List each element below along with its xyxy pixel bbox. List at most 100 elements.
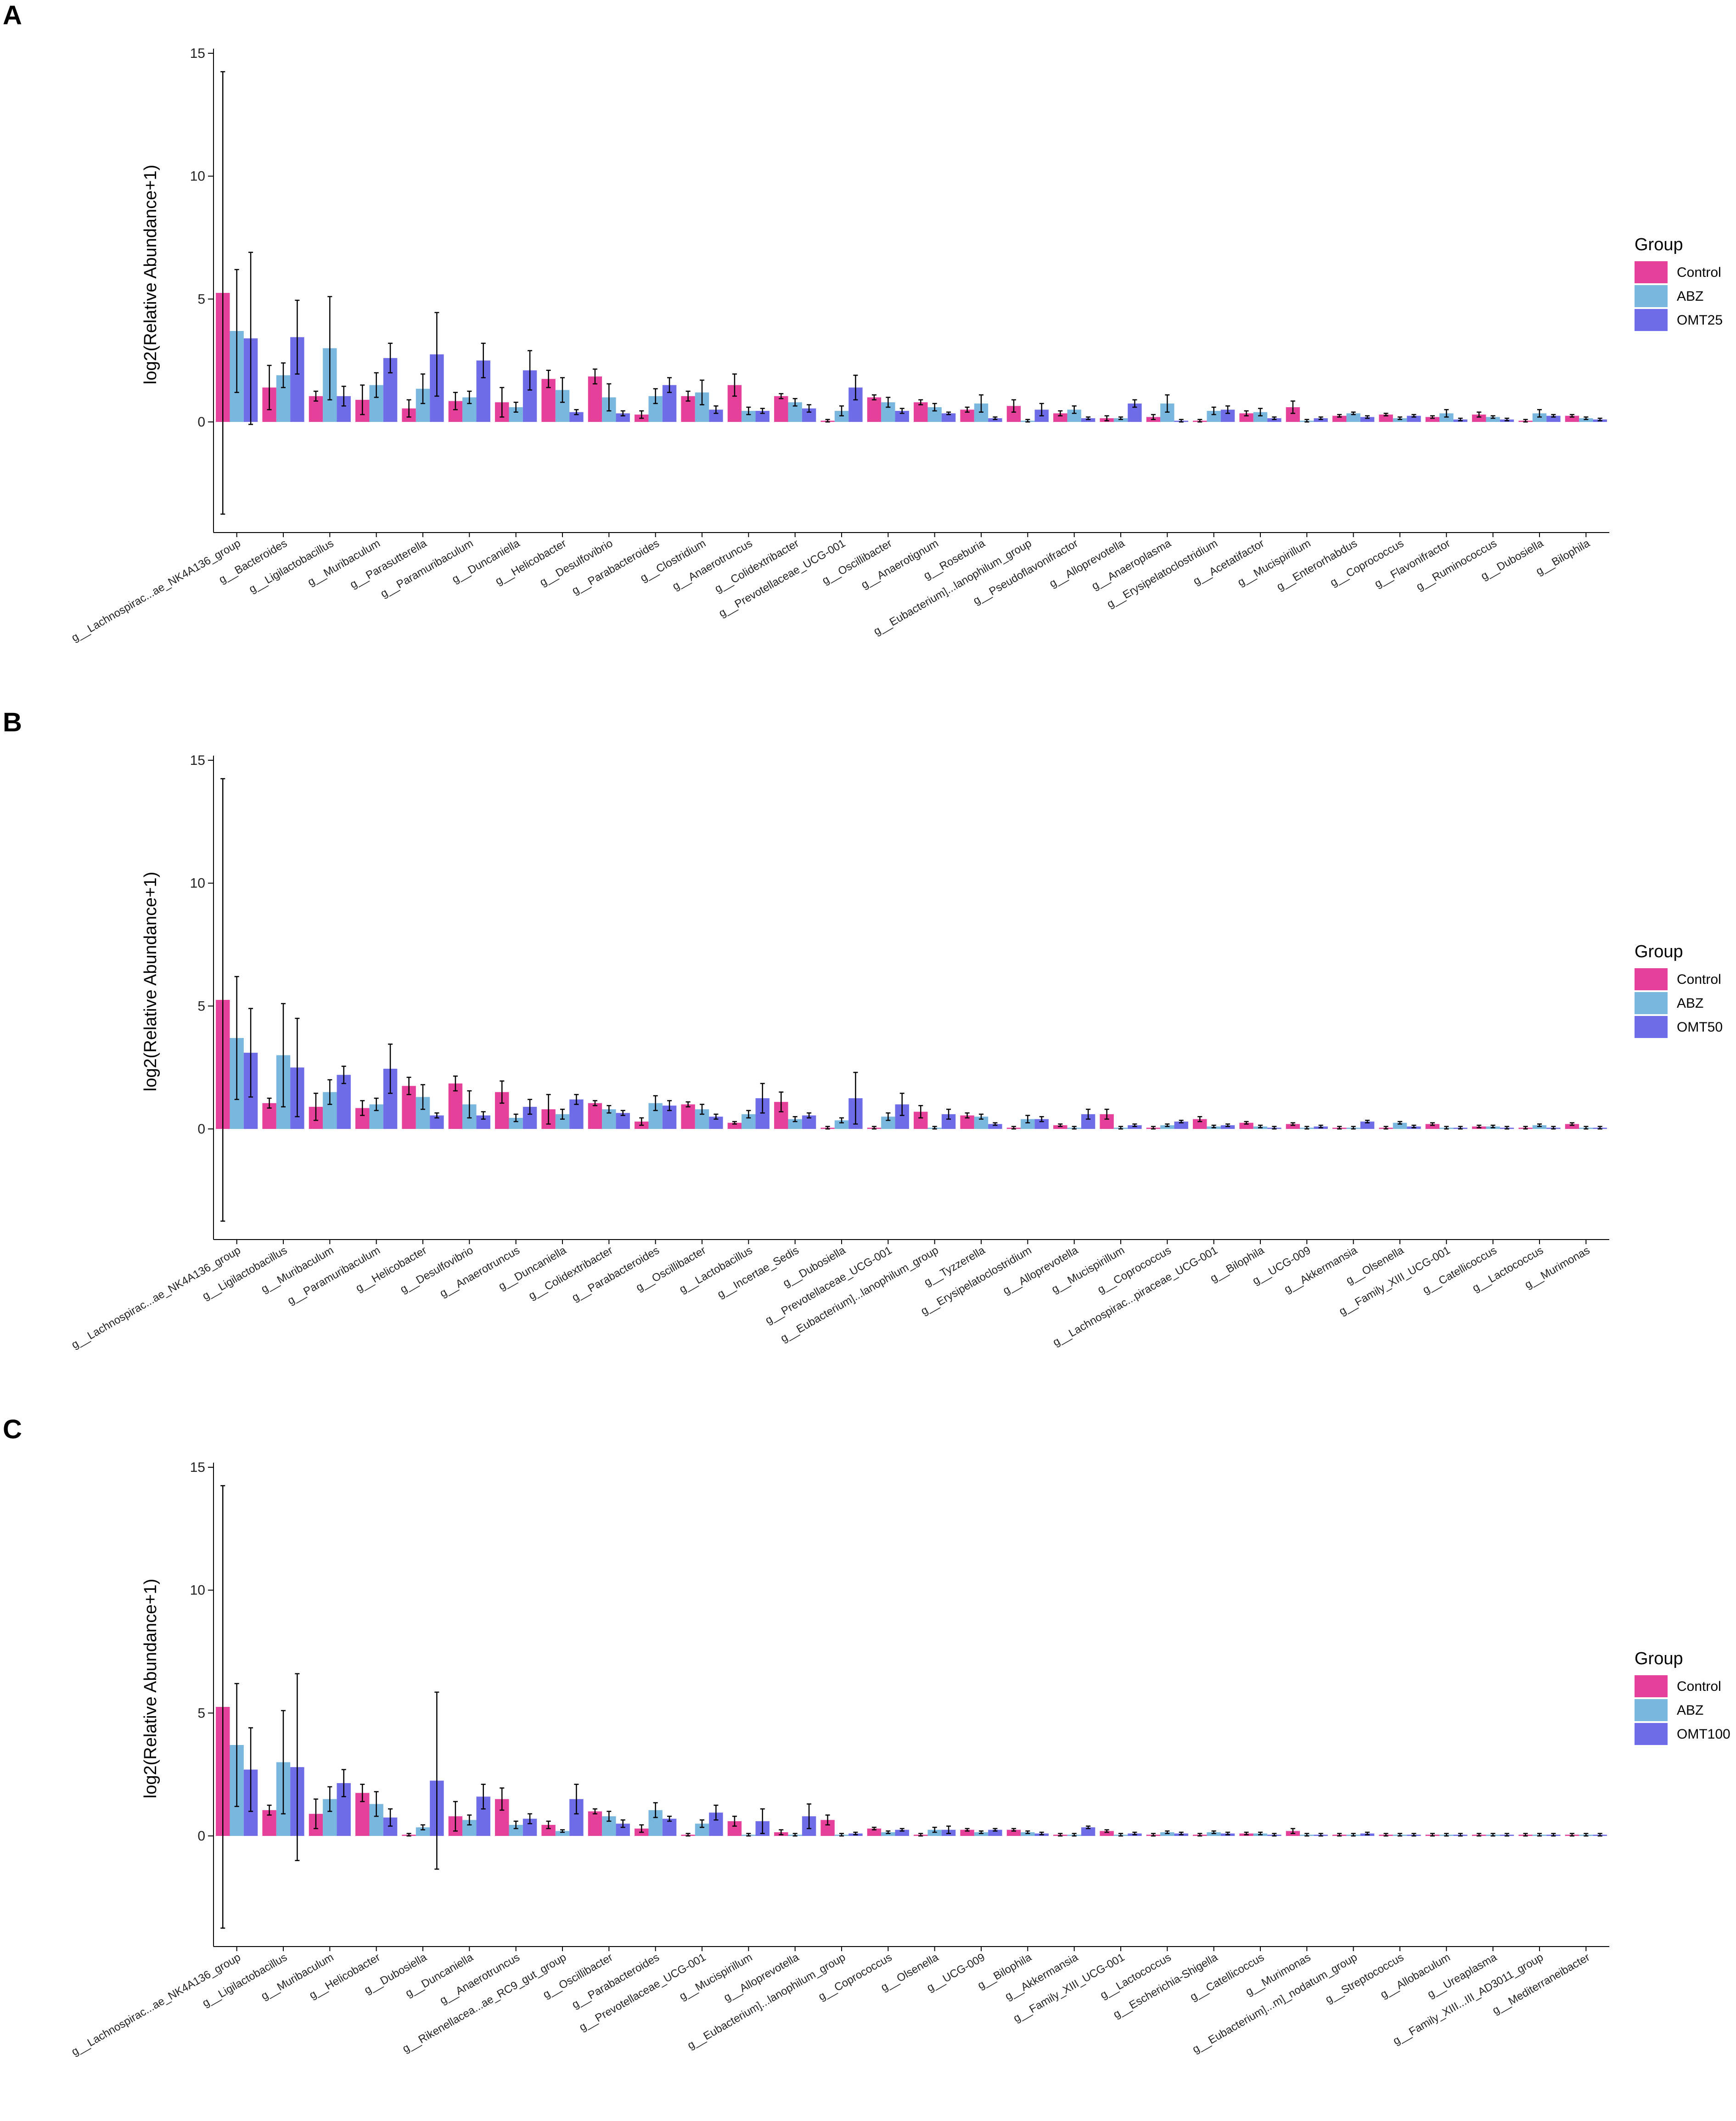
y-axis-label: log2(Relative Abundance+1) <box>141 872 160 1092</box>
bar-abz <box>416 1827 430 1836</box>
bar-abz <box>1160 1832 1174 1836</box>
bar-control <box>1379 415 1393 422</box>
x-tick-label: g__Flavonifractor <box>1372 537 1452 590</box>
bar-chart-c: 0 5 10 15 log2(Relative Abundance+1) g__Lachn… <box>69 1460 1730 2059</box>
legend-swatch-abz <box>1635 285 1668 307</box>
bar-control <box>1472 415 1486 422</box>
panel-c: C 0 5 10 15 log2(Relative Abundance+1) g__Lac… <box>0 1414 1736 2121</box>
legend-label-control: Control <box>1677 1679 1721 1694</box>
panel-label: A <box>3 0 22 30</box>
x-tick-label: g__Ligilactobacillus <box>247 537 336 595</box>
bar-omt25 <box>1081 418 1096 422</box>
y-tick-label: 5 <box>197 999 205 1014</box>
bar-control <box>867 397 882 422</box>
legend-swatch-control <box>1635 261 1668 283</box>
x-tick-label: g__Eubacterium]...m]_nodatum_group <box>1190 1951 1359 2056</box>
bar-abz <box>834 1120 849 1129</box>
bar-omt100 <box>1081 1827 1096 1836</box>
legend-swatch-omt25 <box>1635 309 1668 331</box>
legend-swatch-abz <box>1635 1699 1668 1721</box>
y-tick-label: 0 <box>197 415 205 430</box>
bar-omt50 <box>1174 1122 1188 1129</box>
bar-chart-b: 0 5 10 15 log2(Relative Abundance+1) g__Lachn… <box>69 753 1723 1352</box>
bar-omt50 <box>1220 1125 1235 1129</box>
y-tick-label: 5 <box>197 1706 205 1721</box>
x-tick-label: g__Alloprevotella <box>722 1951 802 2004</box>
bar-omt100 <box>895 1829 909 1836</box>
bar-omt25 <box>1407 415 1421 422</box>
bar-control <box>960 1829 974 1836</box>
bar-abz <box>1160 1125 1174 1129</box>
bar-abz <box>1207 1832 1221 1836</box>
bar-abz <box>974 1832 989 1836</box>
y-tick-label: 5 <box>197 292 205 307</box>
bar-abz <box>1021 1119 1035 1129</box>
legend-swatch-control <box>1635 1675 1668 1697</box>
bar-control <box>1239 413 1253 422</box>
y-tick-label: 10 <box>190 876 205 891</box>
bar-abz <box>1346 413 1360 422</box>
x-tick-label: g__Lachnospirac...ae_NK4A136_group <box>69 1951 243 2059</box>
x-tick-label: g__Lachnospirac...piraceae_UCG-001 <box>1051 1244 1219 1349</box>
bar-omt25 <box>569 412 584 422</box>
bar-abz <box>1486 417 1500 422</box>
bar-omt25 <box>988 418 1002 422</box>
legend-label-control: Control <box>1677 972 1721 987</box>
y-axis-label: log2(Relative Abundance+1) <box>141 1579 160 1799</box>
bar-control <box>1565 1124 1579 1129</box>
bar-control <box>681 1104 695 1129</box>
bar-control <box>1100 1831 1114 1836</box>
bar-abz <box>1532 1125 1547 1129</box>
bar-control <box>1332 415 1347 422</box>
legend-swatch-omt100 <box>1635 1723 1668 1745</box>
panel-label: B <box>3 707 22 737</box>
bar-abz <box>788 1119 802 1129</box>
bar-control <box>727 1122 742 1129</box>
bar-abz <box>927 1829 942 1836</box>
bar-omt25 <box>1360 417 1375 422</box>
bar-control <box>774 396 788 422</box>
legend-label-omt50: OMT50 <box>1677 1020 1723 1035</box>
bar-abz <box>1021 1832 1035 1836</box>
legend-label-omt25: OMT25 <box>1677 313 1723 328</box>
x-tick-label: g__Ruminococcus <box>1414 537 1499 593</box>
y-tick-label: 15 <box>190 1460 205 1475</box>
legend-label-control: Control <box>1677 265 1721 280</box>
bar-abz <box>1393 418 1407 422</box>
bar-abz <box>1532 413 1547 422</box>
x-tick-label: g__Alloprevotella <box>1047 537 1127 590</box>
x-tick-label: g__Streptococcus <box>1323 1951 1406 2006</box>
bar-omt50 <box>1128 1125 1142 1129</box>
panel-label: C <box>3 1414 22 1444</box>
bar-abz <box>1253 412 1268 422</box>
x-tick-label: g__Lachnospirac...ae_NK4A136_group <box>69 537 243 645</box>
legend-title: Group <box>1635 1649 1683 1668</box>
bar-omt100 <box>988 1829 1002 1836</box>
bar-chart-a: 0 5 10 15 log2(Relative Abundance+1) g__Lachn… <box>69 46 1723 645</box>
x-tick-label: g__Parabacteroides <box>570 537 662 597</box>
y-tick-label: 0 <box>197 1122 205 1137</box>
x-tick-label: g__Lachnospirac...ae_NK4A136_group <box>69 1244 243 1352</box>
x-tick-label: g__Ligilactobacillus <box>200 1244 289 1302</box>
y-tick-label: 15 <box>190 46 205 61</box>
bar-control <box>1006 1829 1021 1836</box>
x-tick-label: g__Rikenellacea...ae_RC9_gut_group <box>400 1951 568 2055</box>
bar-omt25 <box>1267 418 1281 422</box>
bar-control <box>867 1829 882 1836</box>
bar-control <box>1053 1125 1067 1129</box>
bar-omt25 <box>1314 418 1328 422</box>
bar-control <box>914 402 928 422</box>
bar-control <box>588 1811 602 1836</box>
x-tick-label: g__Ligilactobacillus <box>200 1951 289 2009</box>
x-tick-label: g__Parabacteroides <box>570 1244 662 1304</box>
x-tick-label: g__Enterorhabdus <box>1275 537 1360 593</box>
x-tick-label: g__Anaerotignum <box>859 537 941 591</box>
legend-label-abz: ABZ <box>1677 1703 1703 1718</box>
bar-omt50 <box>1360 1122 1375 1129</box>
bar-control <box>588 1103 602 1129</box>
bar-abz <box>555 1831 570 1836</box>
bar-control <box>1425 1124 1440 1129</box>
bar-omt25 <box>616 413 630 422</box>
bar-abz <box>1579 418 1593 422</box>
bar-abz <box>1113 418 1128 422</box>
